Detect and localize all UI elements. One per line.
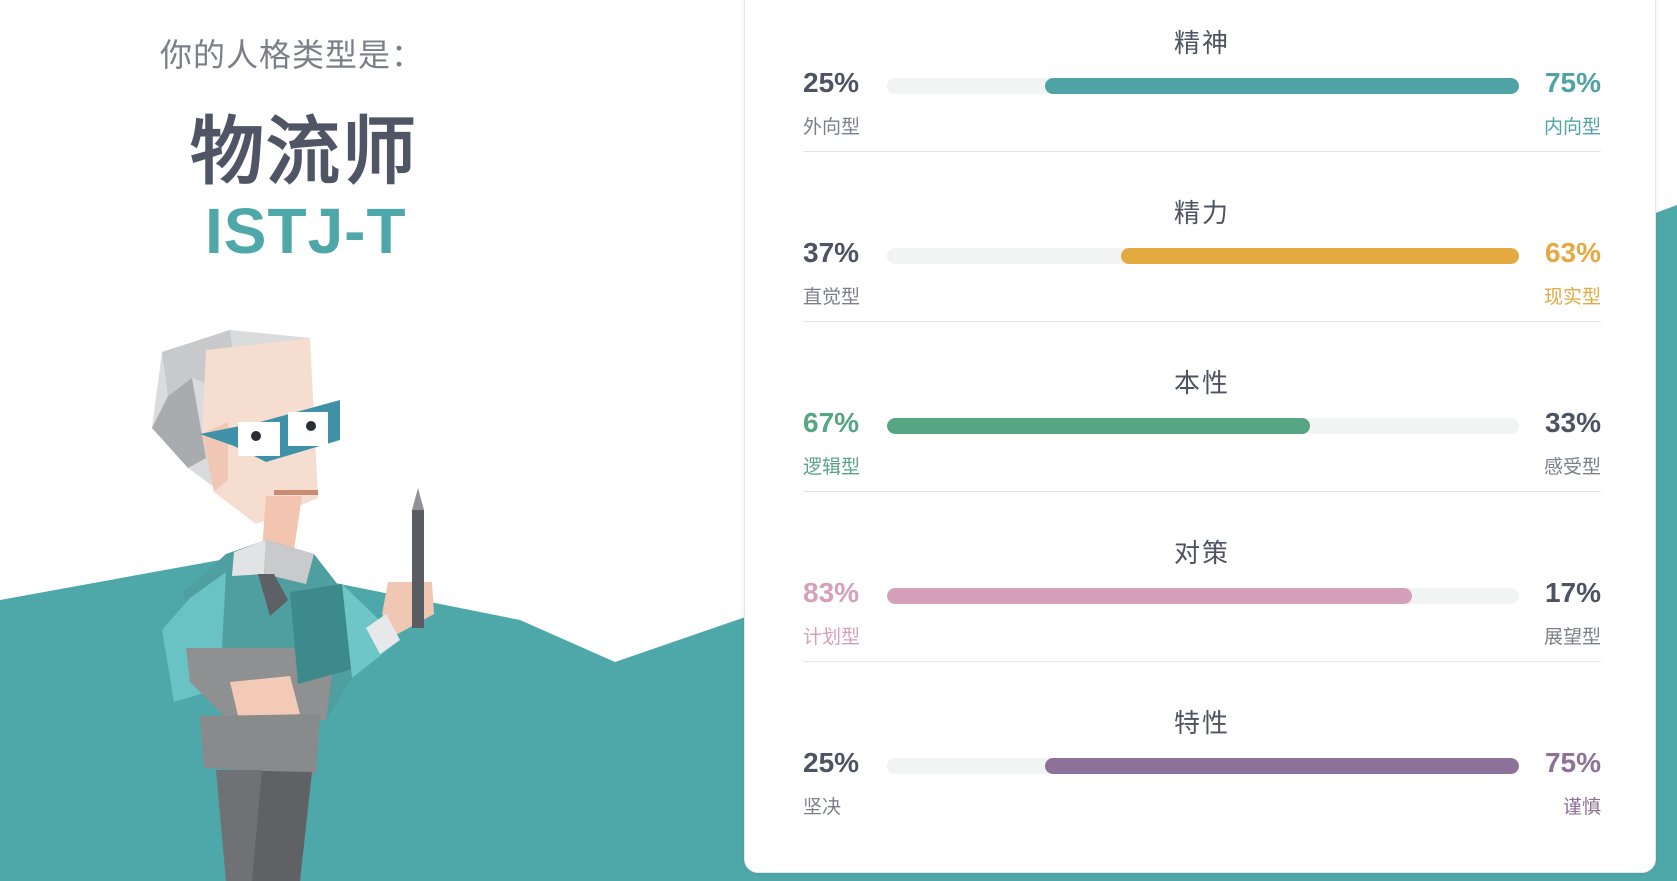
trait-energy: 精力 37% 63% 直觉型 现实型 xyxy=(803,151,1601,322)
trait-right-label: 展望型 xyxy=(1543,626,1601,648)
trait-right-label: 现实型 xyxy=(1543,286,1601,308)
result-subtitle: 你的人格类型是： xyxy=(160,36,425,74)
trait-right-label: 感受型 xyxy=(1543,456,1601,478)
trait-right-percent: 75% xyxy=(1544,67,1601,98)
trait-identity: 特性 25% 75% 坚决 谨慎 xyxy=(803,661,1601,831)
trait-divider xyxy=(803,491,1601,492)
trait-divider xyxy=(803,151,1601,152)
trait-title: 本性 xyxy=(1173,369,1230,399)
trait-right-percent: 75% xyxy=(1544,747,1601,778)
trait-bar-track xyxy=(887,248,1519,264)
trait-title: 对策 xyxy=(1173,539,1230,569)
trait-bar-fill xyxy=(1045,78,1519,94)
trait-bar-fill xyxy=(1120,248,1519,264)
trait-right-label: 内向型 xyxy=(1543,116,1601,138)
trait-tactics: 对策 83% 17% 计划型 展望型 xyxy=(803,491,1601,662)
trait-divider xyxy=(803,321,1601,322)
trait-left-label: 直觉型 xyxy=(803,286,861,308)
trait-left-label: 计划型 xyxy=(803,626,861,648)
trait-title: 精力 xyxy=(1173,199,1230,229)
traits-card: 精神 25% 75% 外向型 内向型 精力 37% 63% 直觉型 现实型 本性… xyxy=(744,0,1656,873)
trait-left-label: 坚决 xyxy=(803,796,842,818)
trait-title: 精神 xyxy=(1173,29,1230,59)
trait-left-label: 逻辑型 xyxy=(803,456,861,478)
trait-right-label: 谨慎 xyxy=(1562,796,1601,818)
trait-bar-fill xyxy=(887,418,1311,434)
trait-right-percent: 33% xyxy=(1544,407,1601,438)
trait-bar-track xyxy=(887,78,1519,94)
trait-bar-track xyxy=(887,588,1519,604)
trait-title: 特性 xyxy=(1173,709,1230,739)
trait-left-percent: 83% xyxy=(803,577,860,608)
trait-mind: 精神 25% 75% 外向型 内向型 xyxy=(803,0,1601,152)
logistician-character-illustration xyxy=(152,330,434,881)
trait-divider xyxy=(803,661,1601,662)
trait-left-percent: 37% xyxy=(803,237,860,268)
trait-bar-track xyxy=(887,418,1519,434)
trait-bar-fill xyxy=(887,588,1412,604)
trait-nature: 本性 67% 33% 逻辑型 感受型 xyxy=(803,321,1601,492)
personality-type-name: 物流师 xyxy=(190,109,418,195)
trait-right-percent: 17% xyxy=(1544,577,1601,608)
trait-left-percent: 25% xyxy=(803,747,860,778)
personality-type-code: ISTJ-T xyxy=(205,195,407,267)
trait-left-percent: 25% xyxy=(803,67,860,98)
trait-bar-track xyxy=(887,758,1519,774)
trait-left-percent: 67% xyxy=(803,407,860,438)
trait-right-percent: 63% xyxy=(1544,237,1601,268)
trait-bar-fill xyxy=(1045,758,1519,774)
result-heading: 你的人格类型是： 物流师 ISTJ-T xyxy=(0,0,610,300)
trait-left-label: 外向型 xyxy=(803,116,861,138)
